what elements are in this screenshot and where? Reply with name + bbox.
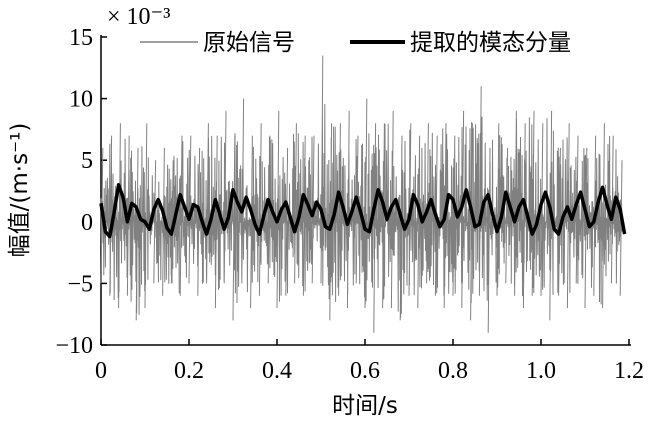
x-tick-label: 0.2 [174,358,204,384]
x-tick-label: 0 [95,358,107,384]
x-tick-label: 1.2 [614,358,644,384]
y-multiplier: × 10⁻³ [107,4,170,30]
y-tick-label: −5 [67,271,93,297]
y-tick-label: 0 [81,210,93,236]
axes [100,35,631,346]
y-axis-title: 幅值/(m·s⁻¹) [7,123,33,258]
y-tick-label: −10 [55,333,93,359]
legend-label-mode: 提取的模态分量 [410,30,571,56]
mode-component-series [99,183,627,239]
legend: 原始信号 提取的模态分量 [140,30,571,56]
x-tick-label: 0.8 [438,358,468,384]
tick-labels: −10 −5 0 5 10 15 0 0.2 0.4 0.6 0.8 1.0 1.2 [55,25,644,384]
legend-label-raw: 原始信号 [203,30,295,56]
x-tick-label: 1.0 [526,358,556,384]
y-tick-label: 15 [69,25,93,51]
y-tick-label: 10 [69,87,93,113]
x-tick-label: 0.4 [262,358,292,384]
x-tick-label: 0.6 [350,358,380,384]
y-tick-label: 5 [81,148,93,174]
mode-component-line [99,183,627,239]
x-axis-title: 时间/s [332,393,398,419]
